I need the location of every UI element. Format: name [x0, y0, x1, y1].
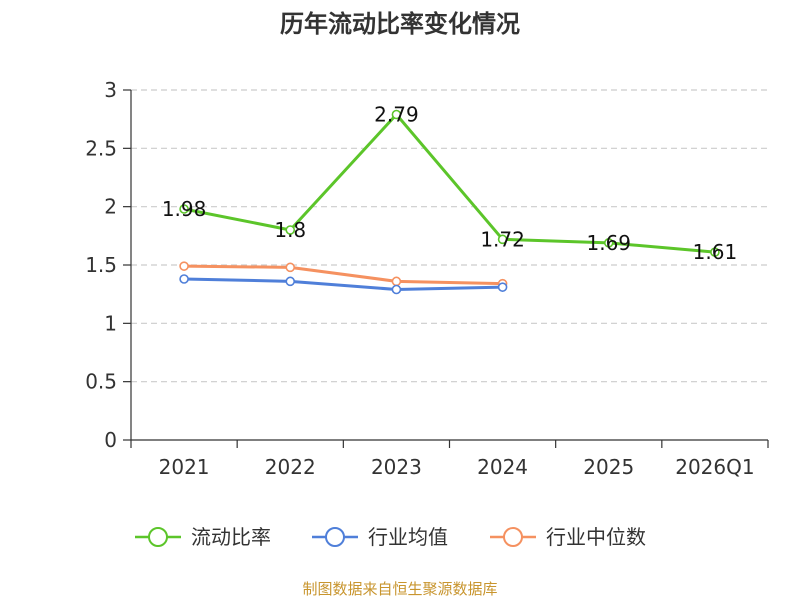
data-label: 1.8 — [274, 218, 306, 242]
source-note: 制图数据来自恒生聚源数据库 — [302, 580, 497, 598]
axes: 0 0.5 1 1.5 2 2.5 3 2021 2022 2023 2024 2025 2026Q1 — [85, 78, 769, 479]
data-point — [710, 247, 720, 257]
y-tick-label: 2 — [104, 195, 117, 219]
data-label: 1.98 — [162, 197, 207, 221]
series-line-1 — [182, 277, 505, 291]
legend[interactable]: 流动比率 行业均值 行业中位数 — [135, 525, 646, 549]
data-point — [285, 225, 296, 235]
data-point — [179, 274, 189, 284]
legend-label: 行业中位数 — [546, 525, 646, 549]
data-labels: 1.98 1.8 2.79 1.72 1.69 1.61 — [162, 103, 737, 265]
series-group — [179, 109, 720, 295]
data-point — [391, 284, 402, 295]
data-point — [497, 282, 508, 292]
y-tick-label: 1 — [104, 311, 117, 335]
legend-item-0[interactable]: 流动比率 — [135, 525, 271, 549]
x-tick-label: 2026Q1 — [675, 455, 754, 479]
legend-label: 流动比率 — [191, 525, 271, 549]
data-label: 1.72 — [480, 227, 525, 251]
x-tick-label: 2021 — [159, 455, 210, 479]
chart-title: 历年流动比率变化情况 — [280, 10, 520, 38]
data-point — [179, 261, 189, 271]
data-point — [391, 276, 402, 287]
grid-lines — [131, 89, 768, 383]
legend-item-2[interactable]: 行业中位数 — [490, 525, 646, 549]
data-point — [391, 109, 402, 120]
y-tick-label: 0.5 — [85, 370, 117, 394]
y-tick-label: 0 — [104, 428, 117, 452]
x-tick-label: 2022 — [265, 455, 316, 479]
data-label: 1.69 — [586, 231, 631, 255]
series-line-2 — [182, 264, 505, 286]
y-tick-label: 2.5 — [85, 136, 117, 160]
legend-marker-icon — [148, 527, 168, 547]
legend-marker-icon — [325, 527, 345, 547]
data-label: 2.79 — [374, 103, 419, 127]
data-point — [603, 238, 614, 248]
x-tick-label: 2023 — [371, 455, 422, 479]
y-tick-label: 1.5 — [85, 253, 117, 277]
y-tick-label: 3 — [104, 78, 117, 102]
x-tick-label: 2024 — [477, 455, 528, 479]
legend-label: 行业均值 — [368, 525, 448, 549]
legend-item-1[interactable]: 行业均值 — [312, 525, 448, 549]
data-point — [285, 262, 296, 273]
data-point — [179, 204, 189, 214]
x-tick-label: 2025 — [583, 455, 634, 479]
data-point — [285, 276, 296, 287]
series-line-0 — [182, 113, 717, 254]
data-point — [497, 234, 508, 245]
legend-marker-icon — [503, 527, 523, 547]
data-label: 1.61 — [693, 240, 738, 264]
